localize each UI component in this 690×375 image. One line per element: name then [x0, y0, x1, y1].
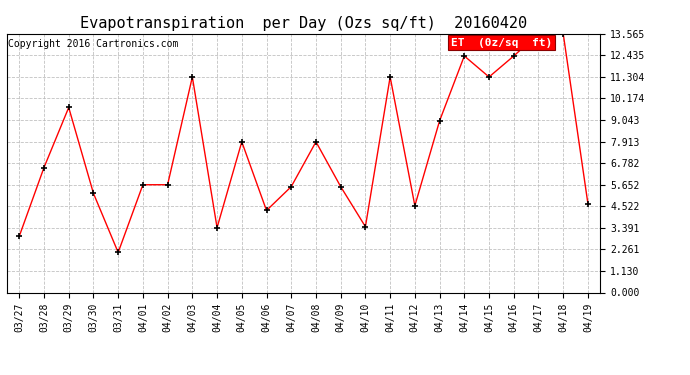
Title: Evapotranspiration  per Day (Ozs sq/ft)  20160420: Evapotranspiration per Day (Ozs sq/ft) 2…: [80, 16, 527, 31]
Text: Copyright 2016 Cartronics.com: Copyright 2016 Cartronics.com: [8, 39, 179, 49]
Text: ET  (0z/sq  ft): ET (0z/sq ft): [451, 38, 552, 48]
